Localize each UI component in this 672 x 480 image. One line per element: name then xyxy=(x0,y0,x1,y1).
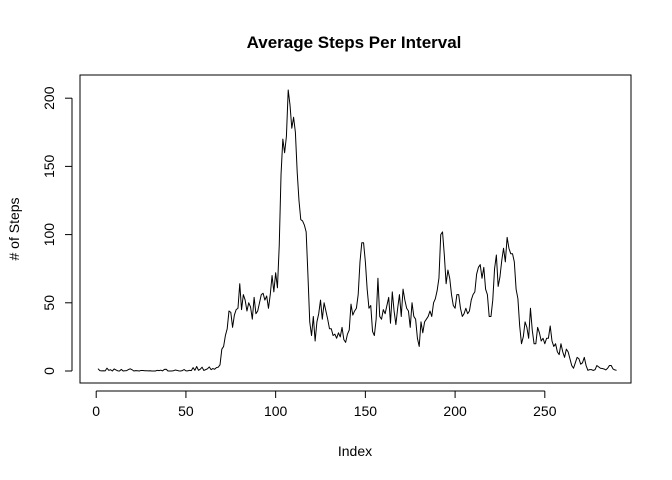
x-tick-label: 100 xyxy=(264,403,288,419)
x-axis-label: Index xyxy=(338,443,372,459)
x-tick-label: 150 xyxy=(354,403,378,419)
x-tick-label: 0 xyxy=(92,403,100,419)
y-tick-label: 0 xyxy=(41,367,57,375)
x-tick-label: 200 xyxy=(443,403,467,419)
y-tick-label: 200 xyxy=(41,86,57,110)
y-tick-label: 50 xyxy=(41,295,57,311)
y-tick-label: 100 xyxy=(41,223,57,247)
y-axis-label: # of Steps xyxy=(6,197,22,260)
x-axis: 0 50 100 150 200 250 xyxy=(92,391,556,419)
y-tick-label: 150 xyxy=(41,154,57,178)
series-line xyxy=(98,90,617,371)
chart-title: Average Steps Per Interval xyxy=(247,33,462,52)
y-axis: 0 50 100 150 200 xyxy=(41,86,72,375)
x-tick-label: 250 xyxy=(533,403,557,419)
x-tick-label: 50 xyxy=(178,403,194,419)
